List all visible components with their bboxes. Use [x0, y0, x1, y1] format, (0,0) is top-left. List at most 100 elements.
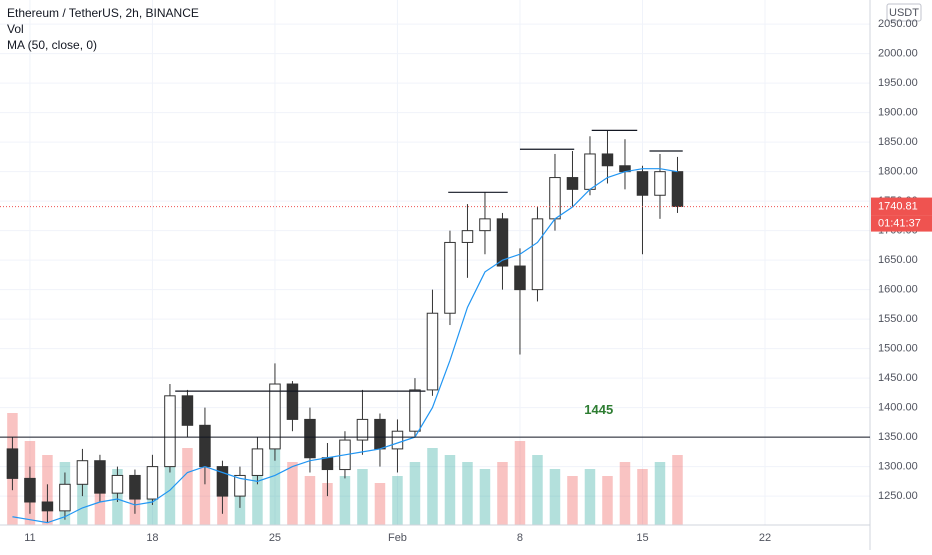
- candle-body: [164, 395, 176, 468]
- volume-bar: [392, 476, 403, 525]
- y-tick-label: 1550.00: [878, 313, 918, 325]
- x-tick-label: 11: [24, 532, 35, 544]
- candle-body: [216, 466, 229, 497]
- volume-bar: [584, 469, 596, 525]
- countdown-box: [871, 215, 932, 232]
- candle-body: [671, 171, 684, 207]
- volume-bar: [199, 462, 211, 525]
- y-tick-label: 1300.00: [878, 461, 918, 473]
- volume-bar: [479, 469, 491, 525]
- candle-body: [514, 265, 526, 291]
- volume-bar: [252, 469, 263, 525]
- indicator: MA (50, close, 0): [7, 38, 97, 52]
- candle-body: [549, 177, 561, 220]
- candle-body: [409, 389, 421, 432]
- indicator: Vol: [7, 22, 24, 36]
- candle-body: [181, 395, 194, 426]
- candle-body: [321, 457, 334, 471]
- candle-body: [426, 312, 439, 391]
- candle-body: [24, 477, 36, 503]
- candle-body: [269, 383, 281, 450]
- y-tick-label: 1500.00: [878, 343, 918, 355]
- volume-bar: [444, 455, 456, 525]
- candle-body: [146, 466, 159, 500]
- volume-bar: [182, 448, 193, 525]
- candle-body: [286, 383, 299, 420]
- volume-bar: [532, 455, 543, 525]
- candle-body: [636, 171, 649, 196]
- candle-body: [59, 483, 71, 512]
- volume-bar: [637, 469, 648, 525]
- candle-body: [234, 474, 246, 497]
- candle-body: [479, 218, 491, 232]
- y-tick-label: 1800.00: [878, 166, 918, 178]
- volume-bar: [427, 448, 438, 525]
- y-tick-label: 1900.00: [878, 107, 918, 119]
- countdown: 01:41:37: [878, 217, 921, 229]
- volume-bar: [619, 462, 631, 525]
- volume-bar: [339, 476, 351, 525]
- x-tick-label: Feb: [388, 532, 407, 544]
- last-price-box: [871, 197, 932, 216]
- candle-body: [531, 218, 544, 291]
- volume-bar: [304, 476, 316, 525]
- candle-body: [251, 448, 264, 476]
- y-tick-label: 1600.00: [878, 284, 918, 296]
- volume-bar: [409, 462, 421, 525]
- x-tick-label: 8: [517, 532, 523, 544]
- volume-bar: [164, 427, 176, 525]
- candle-body: [601, 153, 614, 167]
- x-tick-label: 18: [146, 532, 158, 544]
- volume-bar: [287, 462, 298, 525]
- y-tick-label: 2000.00: [878, 48, 918, 60]
- y-tick-label: 1250.00: [878, 490, 918, 502]
- volume-bar: [77, 469, 88, 525]
- candle-body: [444, 241, 456, 314]
- volume-bar: [567, 476, 578, 525]
- volume-bar: [269, 441, 281, 525]
- volume-bar: [374, 483, 386, 525]
- candle-body: [111, 474, 124, 494]
- volume-bar: [549, 469, 561, 525]
- candle-body: [566, 177, 579, 190]
- y-tick-label: 1450.00: [878, 372, 918, 384]
- volume-bar: [462, 462, 473, 525]
- annotation: 1445: [584, 402, 613, 417]
- candle-body: [94, 460, 106, 494]
- x-tick-label: 22: [759, 532, 771, 544]
- candle-body: [356, 418, 369, 441]
- volume-bar: [514, 441, 526, 525]
- volume-bar: [654, 462, 666, 525]
- currency-box[interactable]: [886, 3, 922, 22]
- candle-body: [374, 418, 386, 450]
- y-tick-label: 1400.00: [878, 402, 918, 414]
- y-tick-label: 1850.00: [878, 136, 918, 148]
- x-tick-label: 15: [636, 532, 648, 544]
- chart-title: Ethereum / TetherUS, 2h, BINANCE: [7, 6, 199, 20]
- y-tick-label: 1350.00: [878, 431, 918, 443]
- volume-bar: [672, 455, 683, 525]
- candle-body: [129, 474, 141, 500]
- last-price-label: 1740.81: [878, 200, 918, 212]
- candle-body: [496, 218, 509, 267]
- candle-body: [199, 424, 211, 468]
- moving-average: [12, 168, 678, 524]
- y-tick-label: 2050.00: [878, 18, 918, 30]
- candle-body: [41, 501, 54, 512]
- candle-body: [76, 460, 89, 485]
- candle-body: [461, 230, 474, 243]
- candle-body: [304, 418, 316, 459]
- candle-body: [654, 171, 666, 196]
- currency: USDT: [889, 7, 919, 19]
- volume-bar: [497, 462, 508, 525]
- candle-body: [6, 448, 19, 479]
- volume-bar: [602, 476, 613, 525]
- y-tick-label: 1950.00: [878, 77, 918, 89]
- volume-bar: [322, 483, 333, 525]
- candle-body: [584, 153, 596, 190]
- x-tick-label: 25: [269, 532, 281, 544]
- candle-body: [391, 430, 404, 450]
- volume-bar: [357, 469, 368, 525]
